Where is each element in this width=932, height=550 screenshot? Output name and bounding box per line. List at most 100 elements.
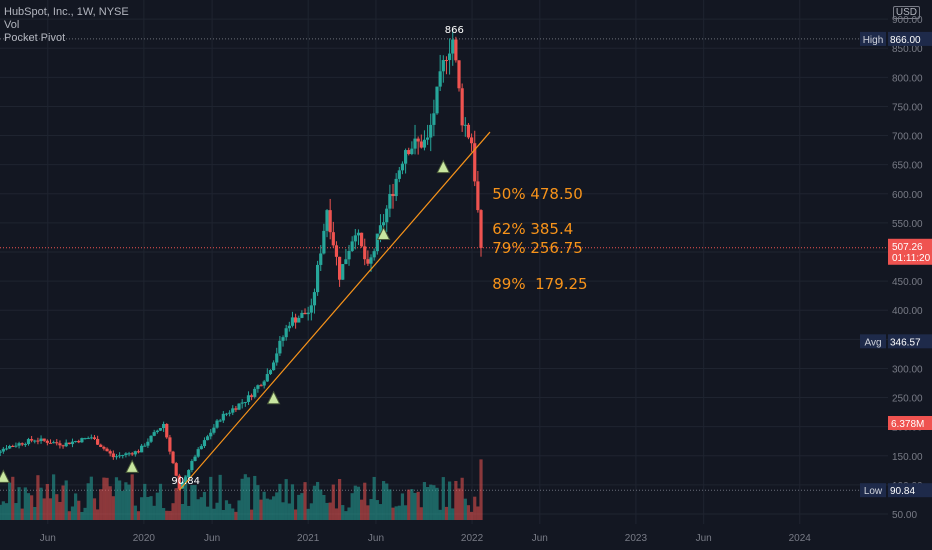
candle-body	[378, 225, 383, 234]
volume-bar	[0, 504, 2, 520]
candle-body	[70, 441, 75, 445]
volume-indicator-label[interactable]: Vol	[4, 19, 20, 31]
candle-body	[74, 441, 78, 443]
candle	[4, 445, 9, 451]
candle	[20, 442, 24, 447]
candle	[1, 446, 5, 454]
candle-body	[316, 264, 320, 293]
candle-body	[454, 39, 458, 61]
volume-bar	[385, 483, 389, 520]
last-price-countdown: 01:11:20	[892, 253, 931, 264]
candle-body	[121, 454, 125, 456]
volume-bar	[224, 500, 229, 520]
candle	[190, 459, 194, 473]
volume-bar	[45, 483, 49, 520]
candle	[17, 441, 21, 449]
volume-bar	[473, 496, 477, 520]
candle	[127, 451, 131, 457]
volume-bar	[212, 508, 216, 520]
symbol-title[interactable]: HubSpot, Inc., 1W, NYSE	[4, 6, 129, 18]
candle-body	[80, 438, 84, 443]
volume-bar	[243, 474, 247, 520]
candle-body	[300, 312, 304, 318]
y-tick-label: 300.00	[892, 364, 923, 375]
x-tick-label: Jun	[40, 533, 56, 544]
candle	[375, 233, 379, 255]
candle	[158, 427, 163, 431]
candle	[479, 209, 483, 257]
last-price-value: 507.26	[892, 242, 923, 253]
candle	[441, 55, 445, 83]
candle	[55, 439, 59, 446]
volume-bar	[268, 499, 273, 520]
candle	[394, 173, 398, 202]
candle-body	[347, 250, 351, 260]
volume-bar	[121, 490, 125, 520]
candle-body	[375, 233, 379, 252]
candle	[385, 205, 389, 232]
volume-bar	[89, 476, 93, 520]
candle	[281, 335, 285, 347]
volume-bar	[152, 505, 156, 520]
x-tick-label: Jun	[368, 533, 384, 544]
candle-body	[58, 443, 62, 446]
currency-badge[interactable]: USD	[892, 6, 920, 19]
candle	[253, 386, 257, 399]
candle-body	[322, 230, 326, 254]
candle	[67, 442, 71, 445]
candle-body	[118, 455, 122, 457]
candle-body	[221, 413, 225, 421]
volume-bar	[356, 486, 361, 520]
volume-bar	[287, 503, 291, 520]
candle	[64, 439, 68, 448]
candle	[366, 250, 370, 266]
volume-bar	[174, 488, 178, 520]
pocket-pivot-indicator-label[interactable]: Pocket Pivot	[4, 32, 66, 44]
candle	[48, 439, 53, 444]
candle-body	[328, 210, 332, 233]
candle	[162, 421, 166, 432]
x-tick-label: 2022	[461, 533, 484, 544]
candle	[328, 198, 332, 240]
candle	[347, 244, 351, 266]
volume-bar	[11, 476, 15, 520]
candle-body	[268, 370, 273, 375]
axis-label-name: High	[863, 35, 884, 46]
candle-body	[55, 442, 59, 444]
candle-body	[77, 441, 81, 443]
volume-bar	[419, 507, 423, 520]
volume-bar	[111, 496, 115, 520]
volume-bar	[372, 476, 376, 520]
candle	[246, 391, 251, 405]
volume-bar	[52, 474, 56, 520]
volume-bar	[265, 498, 269, 520]
candle-body	[359, 232, 364, 247]
candle-body	[366, 259, 370, 264]
volume-bar	[190, 485, 194, 520]
candle	[410, 141, 414, 156]
fibonacci-level-annotation: 62% 385.4	[492, 219, 574, 238]
volume-bar	[102, 477, 106, 520]
candle-body	[206, 436, 210, 441]
candle	[435, 86, 439, 115]
candle-body	[92, 437, 97, 439]
candle	[397, 166, 401, 183]
volume-bar	[237, 500, 241, 520]
candle-body	[105, 448, 109, 452]
volume-bar	[14, 503, 18, 520]
volume-bar	[312, 485, 317, 520]
candle	[74, 440, 78, 443]
volume-bar	[215, 502, 219, 520]
volume-bar	[391, 507, 395, 520]
y-tick-label: 550.00	[892, 219, 923, 230]
candle	[136, 449, 141, 454]
volume-bar	[272, 496, 276, 520]
candle	[108, 449, 112, 457]
candle-body	[344, 259, 348, 265]
candle	[143, 443, 147, 447]
high-label: High 866.00	[860, 31, 932, 46]
volume-bar	[325, 502, 329, 520]
